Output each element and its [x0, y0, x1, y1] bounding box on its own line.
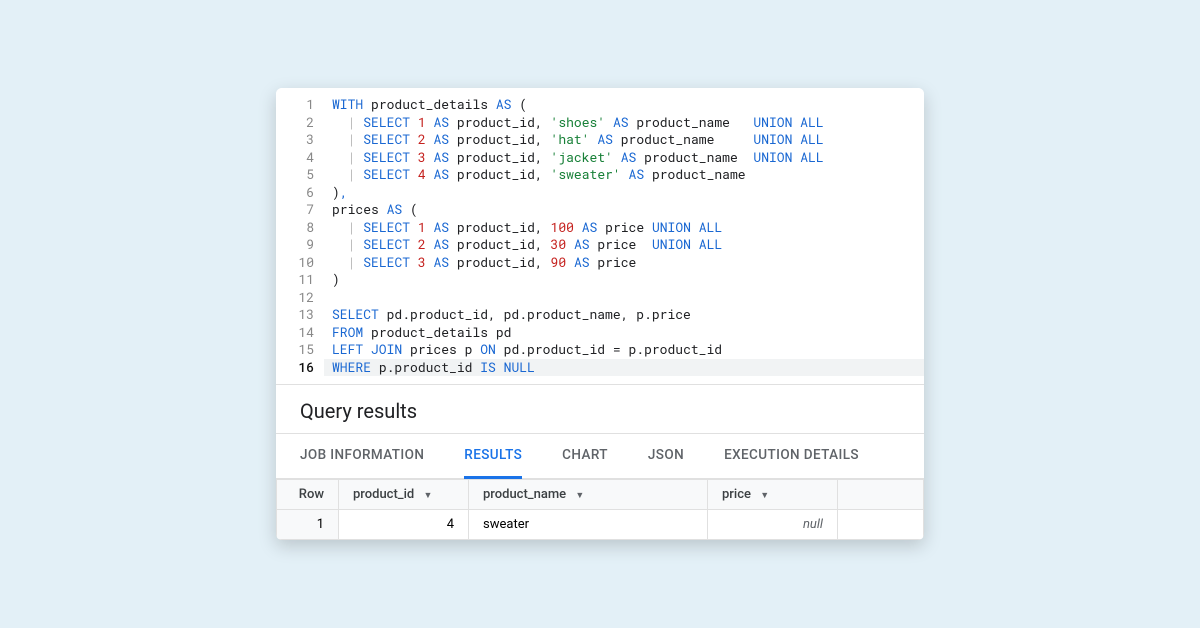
cell-row: 1 [277, 510, 339, 540]
line-number: 5 [276, 166, 314, 184]
code-line: | SELECT 4 AS product_id, 'sweater' AS p… [332, 166, 912, 184]
line-number: 2 [276, 114, 314, 132]
query-panel: 12345678910111213141516 WITH product_det… [276, 88, 924, 540]
tab-chart[interactable]: CHART [562, 434, 608, 478]
results-tabs: JOB INFORMATION RESULTS CHART JSON EXECUTION… [276, 433, 924, 479]
col-label: product_id [353, 487, 414, 502]
code-line: | SELECT 1 AS product_id, 'shoes' AS pro… [332, 114, 912, 132]
tab-job-information[interactable]: JOB INFORMATION [300, 434, 424, 478]
col-header-price[interactable]: price ▼ [708, 480, 838, 510]
line-gutter: 12345678910111213141516 [276, 88, 324, 384]
chevron-down-icon: ▼ [760, 491, 769, 501]
tab-results[interactable]: RESULTS [464, 434, 522, 479]
code-line: WHERE p.product_id IS NULL [324, 359, 924, 377]
code-line: LEFT JOIN prices p ON pd.product_id = p.… [332, 341, 912, 359]
line-number: 1 [276, 96, 314, 114]
cell-price: null [708, 510, 838, 540]
code-line: SELECT pd.product_id, pd.product_name, p… [332, 306, 912, 324]
cell-product-name: sweater [469, 510, 708, 540]
cell-blank [838, 510, 924, 540]
line-number: 10 [276, 254, 314, 272]
sql-editor[interactable]: 12345678910111213141516 WITH product_det… [276, 88, 924, 384]
line-number: 15 [276, 341, 314, 359]
tab-execution-details[interactable]: EXECUTION DETAILS [724, 434, 859, 478]
line-number: 8 [276, 219, 314, 237]
code-line: | SELECT 2 AS product_id, 30 AS price UN… [332, 236, 912, 254]
code-line: FROM product_details pd [332, 324, 912, 342]
code-area[interactable]: WITH product_details AS ( | SELECT 1 AS … [324, 88, 924, 384]
table-row[interactable]: 1 4 sweater null [277, 510, 924, 540]
code-line: | SELECT 2 AS product_id, 'hat' AS produ… [332, 131, 912, 149]
code-line: | SELECT 3 AS product_id, 'jacket' AS pr… [332, 149, 912, 167]
chevron-down-icon: ▼ [575, 491, 584, 501]
col-header-row[interactable]: Row [277, 480, 339, 510]
col-label: product_name [483, 487, 566, 502]
code-line: ), [332, 184, 912, 202]
line-number: 12 [276, 289, 314, 307]
line-number: 7 [276, 201, 314, 219]
results-table: Row product_id ▼ product_name ▼ price ▼ … [276, 479, 924, 540]
code-line: ) [332, 271, 912, 289]
line-number: 4 [276, 149, 314, 167]
line-number: 14 [276, 324, 314, 342]
cell-product-id: 4 [339, 510, 469, 540]
code-line: prices AS ( [332, 201, 912, 219]
code-line: WITH product_details AS ( [332, 96, 912, 114]
col-header-product-id[interactable]: product_id ▼ [339, 480, 469, 510]
line-number: 16 [276, 359, 314, 377]
line-number: 6 [276, 184, 314, 202]
line-number: 9 [276, 236, 314, 254]
code-line: | SELECT 3 AS product_id, 90 AS price [332, 254, 912, 272]
col-header-blank [838, 480, 924, 510]
line-number: 11 [276, 271, 314, 289]
line-number: 3 [276, 131, 314, 149]
chevron-down-icon: ▼ [423, 491, 432, 501]
line-number: 13 [276, 306, 314, 324]
results-heading: Query results [276, 384, 924, 433]
code-line [332, 289, 912, 307]
tab-json[interactable]: JSON [648, 434, 684, 478]
col-label: price [722, 487, 751, 502]
code-line: | SELECT 1 AS product_id, 100 AS price U… [332, 219, 912, 237]
col-header-product-name[interactable]: product_name ▼ [469, 480, 708, 510]
